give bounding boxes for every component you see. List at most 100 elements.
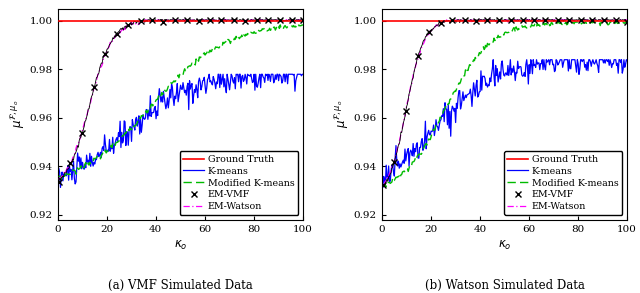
Text: (b) Watson Simulated Data: (b) Watson Simulated Data [424,279,584,292]
Ground Truth [380,19,388,23]
EM-VMF [495,19,503,22]
Ground Truth [261,19,269,23]
Modified K-means [300,23,307,27]
K-means [490,58,497,62]
EM-Watson [380,183,388,187]
Modified K-means [262,28,269,32]
Modified K-means [201,53,209,57]
EM-VMF [264,18,272,22]
K-means [602,62,609,65]
EM-VMF [183,18,191,21]
Modified K-means [529,24,536,28]
Modified K-means [58,177,65,181]
EM-VMF [90,85,98,89]
Modified K-means [586,21,593,24]
Modified K-means [294,22,302,25]
Line: Modified K-means: Modified K-means [59,24,303,179]
EM-VMF [437,22,445,25]
K-means [623,59,631,62]
Ground Truth [623,19,631,23]
EM-VMF [276,18,284,21]
Ground Truth [205,19,212,23]
Line: EM-VMF: EM-VMF [56,17,306,184]
Line: EM-Watson: EM-Watson [383,20,627,185]
Modified K-means [56,175,63,178]
EM-VMF [253,18,260,21]
EM-VMF [159,20,167,23]
K-means [525,63,533,67]
EM-VMF [241,19,249,22]
K-means [201,84,209,88]
EM-VMF [426,30,433,33]
Ground Truth [200,19,208,23]
EM-VMF [402,109,410,113]
Line: EM-VMF: EM-VMF [380,17,630,188]
EM-VMF [218,18,225,21]
EM-VMF [300,18,307,21]
Modified K-means [525,25,532,28]
EM-VMF [541,18,549,22]
EM-Watson [525,18,532,21]
EM-VMF [124,23,132,27]
K-means [56,186,64,189]
K-means [205,72,213,76]
K-means [525,82,532,86]
Modified K-means [602,21,609,25]
Ground Truth [379,19,387,23]
EM-VMF [206,18,214,22]
Ground Truth [529,19,536,23]
EM-Watson [277,19,285,23]
K-means [586,58,593,62]
Line: K-means: K-means [383,60,627,187]
Y-axis label: $\mu^{\mathcal{F},\mu_o}$: $\mu^{\mathcal{F},\mu_o}$ [10,100,27,128]
EM-VMF [102,52,109,56]
EM-VMF [623,20,631,23]
Y-axis label: $\mu^{\mathcal{F},\mu_o}$: $\mu^{\mathcal{F},\mu_o}$ [333,100,351,128]
EM-VMF [484,18,492,21]
EM-VMF [461,18,468,21]
EM-Watson [586,18,593,21]
Modified K-means [277,26,285,30]
Ground Truth [525,19,532,23]
EM-VMF [519,18,527,22]
EM-Watson [200,18,208,21]
X-axis label: $\kappa_o$: $\kappa_o$ [173,239,187,252]
Legend: Ground Truth, K-means, Modified K-means, EM-VMF, EM-Watson: Ground Truth, K-means, Modified K-means,… [504,151,623,215]
Ground Truth [56,19,63,23]
Modified K-means [623,21,631,24]
Modified K-means [561,21,568,24]
EM-VMF [288,18,296,21]
Line: EM-Watson: EM-Watson [59,20,303,180]
EM-VMF [612,18,620,22]
EM-VMF [414,54,422,58]
EM-Watson [623,19,631,23]
Modified K-means [524,25,531,28]
Ground Truth [585,19,593,23]
Line: Modified K-means: Modified K-means [383,22,627,187]
EM-VMF [55,180,63,183]
EM-Watson [141,18,149,21]
Legend: Ground Truth, K-means, Modified K-means, EM-VMF, EM-Watson: Ground Truth, K-means, Modified K-means,… [180,151,298,215]
EM-Watson [55,178,63,181]
EM-VMF [472,19,480,23]
EM-Watson [525,18,533,21]
EM-VMF [379,184,387,187]
K-means [529,58,537,62]
EM-Watson [602,19,609,22]
Ground Truth [276,19,284,23]
Ground Truth [600,19,608,23]
K-means [56,171,63,174]
Ground Truth [55,19,63,23]
Modified K-means [205,50,213,54]
EM-VMF [588,18,596,21]
EM-VMF [508,18,515,22]
EM-VMF [137,19,145,23]
EM-VMF [449,18,456,22]
K-means [380,175,388,178]
EM-Watson [262,18,269,22]
EM-Watson [56,177,63,180]
Text: (a) VMF Simulated Data: (a) VMF Simulated Data [108,279,253,292]
Ground Truth [200,19,207,23]
K-means [262,74,270,77]
Ground Truth [300,19,307,23]
